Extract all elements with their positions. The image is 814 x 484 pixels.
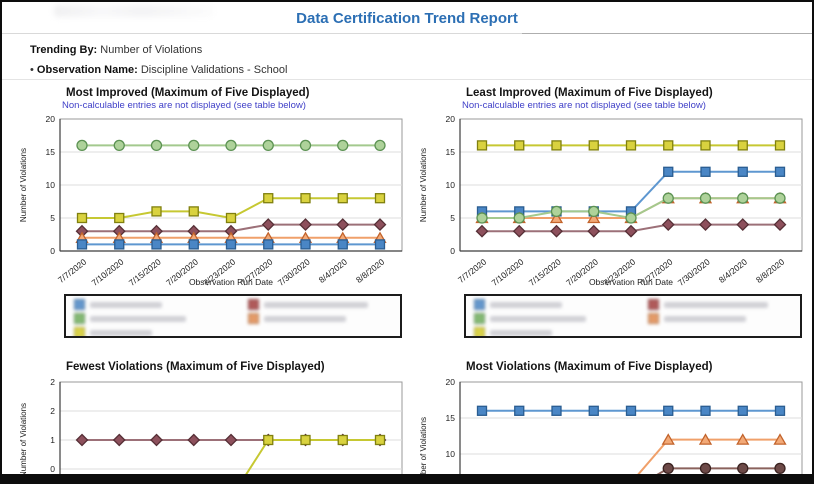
legend-blurred-content — [466, 296, 800, 336]
fewest-violations-chart: 00122Number of Violations7/7/20207/10/20… — [19, 377, 403, 482]
redacted-breadcrumb-blur — [54, 5, 214, 17]
svg-text:8/8/2020: 8/8/2020 — [354, 257, 386, 285]
svg-text:7/10/2020: 7/10/2020 — [490, 257, 526, 288]
trending-by-value: Number of Violations — [100, 44, 203, 56]
most-improved-chart: 0 5 10 15 20 Number of Violations 7/7/2020 7/10… — [19, 114, 403, 288]
svg-text:20: 20 — [446, 377, 456, 387]
svg-text:5: 5 — [50, 213, 55, 223]
legend-swatch — [474, 313, 485, 324]
least-improved-chart: 0 5 10 15 20 Number of Violations 7/7/2020 7/10… — [419, 114, 803, 288]
legend-redacted-text — [664, 315, 746, 322]
legend-swatch — [74, 299, 85, 310]
legend-redacted-most-improved — [64, 294, 402, 338]
svg-text:0: 0 — [50, 246, 55, 256]
header-divider-segment — [522, 33, 812, 34]
svg-text:Number of Violations: Number of Violations — [19, 403, 28, 477]
panel-most-violations: Most Violations (Maximum of Five Display… — [416, 361, 810, 484]
svg-text:5: 5 — [450, 213, 455, 223]
svg-text:20: 20 — [446, 114, 456, 124]
legend-swatch — [74, 313, 85, 324]
legend-swatch — [474, 299, 485, 310]
legend-swatch — [474, 327, 485, 336]
svg-text:7/10/2020: 7/10/2020 — [90, 257, 126, 288]
chart-subtitle-most-improved: Non-calculable entries are not displayed… — [62, 100, 306, 111]
svg-text:Observation Run Date: Observation Run Date — [189, 277, 273, 287]
chart-title-most-violations: Most Violations (Maximum of Five Display… — [466, 361, 713, 373]
svg-text:20: 20 — [46, 114, 56, 124]
svg-text:8/8/2020: 8/8/2020 — [754, 257, 786, 285]
svg-text:10: 10 — [446, 180, 456, 190]
info-divider — [2, 79, 812, 80]
legend-swatch — [648, 299, 659, 310]
window-bottom-edge — [2, 474, 812, 482]
report-filters: Trending By: Number of Violations • Obse… — [2, 38, 812, 78]
page-title: Data Certification Trend Report — [296, 10, 518, 27]
svg-text:Observation Run Date: Observation Run Date — [589, 277, 673, 287]
trending-by-label: Trending By: — [30, 44, 98, 56]
legend-swatch — [248, 313, 259, 324]
legend-swatch — [74, 327, 85, 336]
chart-subtitle-least-improved: Non-calculable entries are not displayed… — [462, 100, 706, 111]
legend-redacted-text — [90, 301, 162, 308]
svg-text:7/30/2020: 7/30/2020 — [276, 257, 312, 288]
legend-redacted-text — [490, 329, 552, 336]
observation-name-label: Observation Name: — [36, 64, 138, 76]
svg-text:10: 10 — [46, 180, 56, 190]
panel-fewest-violations: Fewest Violations (Maximum of Five Displ… — [16, 361, 410, 482]
legend-redacted-text — [490, 301, 562, 308]
svg-text:15: 15 — [446, 413, 456, 423]
svg-text:Number of Violations: Number of Violations — [19, 148, 28, 222]
legend-redacted-text — [90, 329, 152, 336]
legend-redacted-least-improved — [464, 294, 802, 338]
svg-text:15: 15 — [446, 147, 456, 157]
chart-title-fewest-violations: Fewest Violations (Maximum of Five Displ… — [66, 361, 325, 373]
header-divider — [2, 33, 812, 34]
legend-redacted-text — [264, 315, 346, 322]
svg-text:7/7/2020: 7/7/2020 — [456, 257, 488, 285]
svg-text:8/4/2020: 8/4/2020 — [717, 257, 749, 285]
observation-name-value: Discipline Validations - School — [140, 64, 288, 76]
svg-text:8/4/2020: 8/4/2020 — [317, 257, 349, 285]
panel-most-improved: Most Improved (Maximum of Five Displayed… — [16, 87, 410, 338]
trending-by-line: Trending By: Number of Violations — [2, 43, 812, 58]
legend-redacted-text — [264, 301, 368, 308]
svg-text:10: 10 — [446, 449, 456, 459]
svg-text:Number of Violations: Number of Violations — [419, 417, 428, 484]
bullet: • — [30, 64, 34, 76]
svg-text:7/15/2020: 7/15/2020 — [127, 257, 163, 288]
chart-title-least-improved: Least Improved (Maximum of Five Displaye… — [466, 87, 713, 99]
panel-least-improved: Least Improved (Maximum of Five Displaye… — [416, 87, 810, 338]
svg-text:0: 0 — [50, 464, 55, 474]
legend-redacted-text — [90, 315, 186, 322]
svg-text:7/30/2020: 7/30/2020 — [676, 257, 712, 288]
svg-text:2: 2 — [50, 377, 55, 387]
svg-text:7/7/2020: 7/7/2020 — [56, 257, 88, 285]
observation-name-line: • Observation Name: Discipline Validatio… — [2, 63, 812, 78]
legend-redacted-text — [664, 301, 768, 308]
svg-text:0: 0 — [450, 246, 455, 256]
svg-text:1: 1 — [50, 435, 55, 445]
svg-text:15: 15 — [46, 147, 56, 157]
svg-text:7/15/2020: 7/15/2020 — [527, 257, 563, 288]
legend-swatch — [248, 299, 259, 310]
legend-swatch — [648, 313, 659, 324]
svg-text:Number of Violations: Number of Violations — [419, 148, 428, 222]
svg-text:2: 2 — [50, 406, 55, 416]
legend-redacted-text — [490, 315, 586, 322]
legend-blurred-content — [66, 296, 400, 336]
chart-title-most-improved: Most Improved (Maximum of Five Displayed… — [66, 87, 310, 99]
